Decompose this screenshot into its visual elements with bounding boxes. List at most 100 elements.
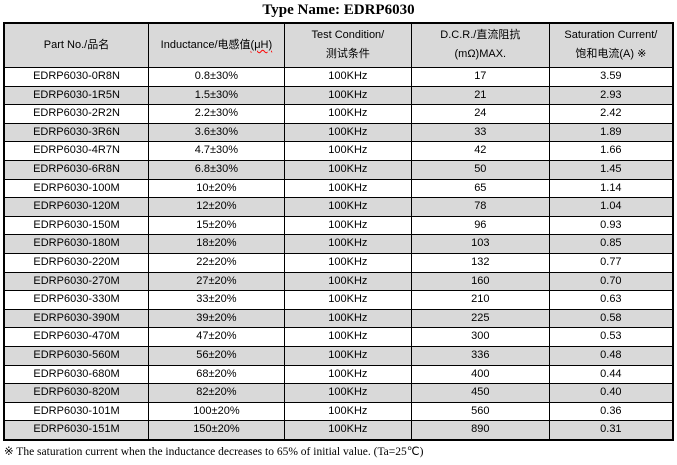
table-row: EDRP6030-180M 18±20% 100KHz 103 0.85 [3,234,674,254]
inductance-cell: 56±20% [148,345,285,366]
spec-table: Part No./品名 Inductance/电感值(μH) Test Condit… [3,22,674,441]
header-row: Part No./品名 Inductance/电感值(μH) Test Condit… [3,22,674,68]
inductance-cell: 2.2±30% [148,104,285,124]
part-no-cell: EDRP6030-330M [3,290,149,310]
header-label: (mΩ)MAX. [454,48,507,60]
header-label: Part No./品名 [43,39,110,51]
dcr-cell: 65 [410,178,550,199]
column-header-line1: Inductance/电感值(μH) [161,39,272,52]
table-row: EDRP6030-390M 39±20% 100KHz 225 0.58 [3,308,674,329]
table-row: EDRP6030-2R2N 2.2±30% 100KHz 24 2.42 [3,104,674,124]
inductance-cell: 47±20% [148,327,285,347]
part-no-cell: EDRP6030-101M [3,401,149,422]
part-no-cell: EDRP6030-100M [3,178,149,199]
dcr-cell: 42 [410,141,550,161]
saturation-current-cell: 2.93 [548,85,674,106]
table-row: EDRP6030-680M 68±20% 100KHz 400 0.44 [3,364,674,385]
saturation-current-cell: 0.58 [548,308,674,329]
table-row: EDRP6030-330M 33±20% 100KHz 210 0.63 [3,290,674,310]
dcr-cell: 400 [410,364,550,385]
dcr-cell: 450 [410,383,550,403]
column-header-content: Part No./品名 [5,24,148,67]
inductance-cell: 18±20% [148,234,285,254]
column-header-line1: Saturation Current/ [564,29,657,42]
test-condition-cell: 100KHz [283,290,412,310]
test-condition-cell: 100KHz [283,271,412,292]
saturation-current-cell: 0.77 [548,252,674,273]
column-header-inductance: Inductance/电感值(μH) [148,22,285,68]
table-row: EDRP6030-270M 27±20% 100KHz 160 0.70 [3,271,674,292]
table-row: EDRP6030-1R5N 1.5±30% 100KHz 21 2.93 [3,85,674,106]
part-no-cell: EDRP6030-560M [3,345,149,366]
saturation-current-cell: 0.93 [548,215,674,236]
table-row: EDRP6030-120M 12±20% 100KHz 78 1.04 [3,197,674,217]
table-header: Part No./品名 Inductance/电感值(μH) Test Condit… [3,22,674,68]
part-no-cell: EDRP6030-220M [3,252,149,273]
saturation-current-cell: 1.04 [548,197,674,217]
dcr-cell: 33 [410,122,550,143]
column-header-dcr: D.C.R./直流阻抗 (mΩ)MAX. [410,22,550,68]
column-header-line2: 饱和电流(A) ※ [575,48,646,61]
header-label: Test Condition/ [311,29,385,41]
saturation-current-cell: 2.42 [548,104,674,124]
dcr-cell: 103 [410,234,550,254]
saturation-current-cell: 3.59 [548,67,674,87]
test-condition-cell: 100KHz [283,383,412,403]
saturation-current-cell: 0.31 [548,420,674,441]
part-no-cell: EDRP6030-820M [3,383,149,403]
table-row: EDRP6030-4R7N 4.7±30% 100KHz 42 1.66 [3,141,674,161]
dcr-cell: 210 [410,290,550,310]
saturation-current-cell: 0.53 [548,327,674,347]
saturation-current-cell: 1.89 [548,122,674,143]
page-title: Type Name: EDRP6030 [262,2,415,18]
table-row: EDRP6030-151M 150±20% 100KHz 890 0.31 [3,420,674,441]
inductance-cell: 33±20% [148,290,285,310]
saturation-current-cell: 0.48 [548,345,674,366]
table-row: EDRP6030-150M 15±20% 100KHz 96 0.93 [3,215,674,236]
saturation-current-cell: 0.40 [548,383,674,403]
test-condition-cell: 100KHz [283,252,412,273]
part-no-cell: EDRP6030-680M [3,364,149,385]
inductance-cell: 68±20% [148,364,285,385]
inductance-cell: 10±20% [148,178,285,199]
part-no-cell: EDRP6030-2R2N [3,104,149,124]
test-condition-cell: 100KHz [283,141,412,161]
column-header-content: Inductance/电感值(μH) [149,24,283,67]
table-row: EDRP6030-101M 100±20% 100KHz 560 0.36 [3,401,674,422]
part-no-cell: EDRP6030-390M [3,308,149,329]
test-condition-cell: 100KHz [283,420,412,441]
part-no-cell: EDRP6030-470M [3,327,149,347]
saturation-current-cell: 0.44 [548,364,674,385]
dcr-cell: 24 [410,104,550,124]
table-body: EDRP6030-0R8N 0.8±30% 100KHz 17 3.59 EDRP6030… [3,67,674,441]
part-no-cell: EDRP6030-3R6N [3,122,149,143]
part-no-cell: EDRP6030-0R8N [3,67,149,87]
column-header-test-condition: Test Condition/测试条件 [283,22,412,68]
footnote: ※ The saturation current when the induct… [4,445,424,458]
column-header-content: Test Condition/测试条件 [285,24,410,67]
part-no-cell: EDRP6030-120M [3,197,149,217]
test-condition-cell: 100KHz [283,85,412,106]
dcr-cell: 225 [410,308,550,329]
header-label: D.C.R./直流阻抗 [440,29,521,41]
dcr-cell: 336 [410,345,550,366]
inductance-cell: 3.6±30% [148,122,285,143]
dcr-cell: 78 [410,197,550,217]
column-header-line1: D.C.R./直流阻抗 [440,29,520,42]
column-header-content: Saturation Current/饱和电流(A) ※ [550,24,672,67]
test-condition-cell: 100KHz [283,67,412,87]
test-condition-cell: 100KHz [283,122,412,143]
inductance-cell: 82±20% [148,383,285,403]
dcr-cell: 21 [410,85,550,106]
header-label: 饱和电流(A) ※ [575,48,647,60]
header-label: Inductance/电感值 [160,39,251,51]
saturation-current-cell: 0.85 [548,234,674,254]
inductance-cell: 1.5±30% [148,85,285,106]
table-row: EDRP6030-560M 56±20% 100KHz 336 0.48 [3,345,674,366]
column-header-line1: Part No./品名 [44,39,109,52]
part-no-cell: EDRP6030-1R5N [3,85,149,106]
inductance-cell: 12±20% [148,197,285,217]
dcr-cell: 560 [410,401,550,422]
test-condition-cell: 100KHz [283,401,412,422]
part-no-cell: EDRP6030-150M [3,215,149,236]
